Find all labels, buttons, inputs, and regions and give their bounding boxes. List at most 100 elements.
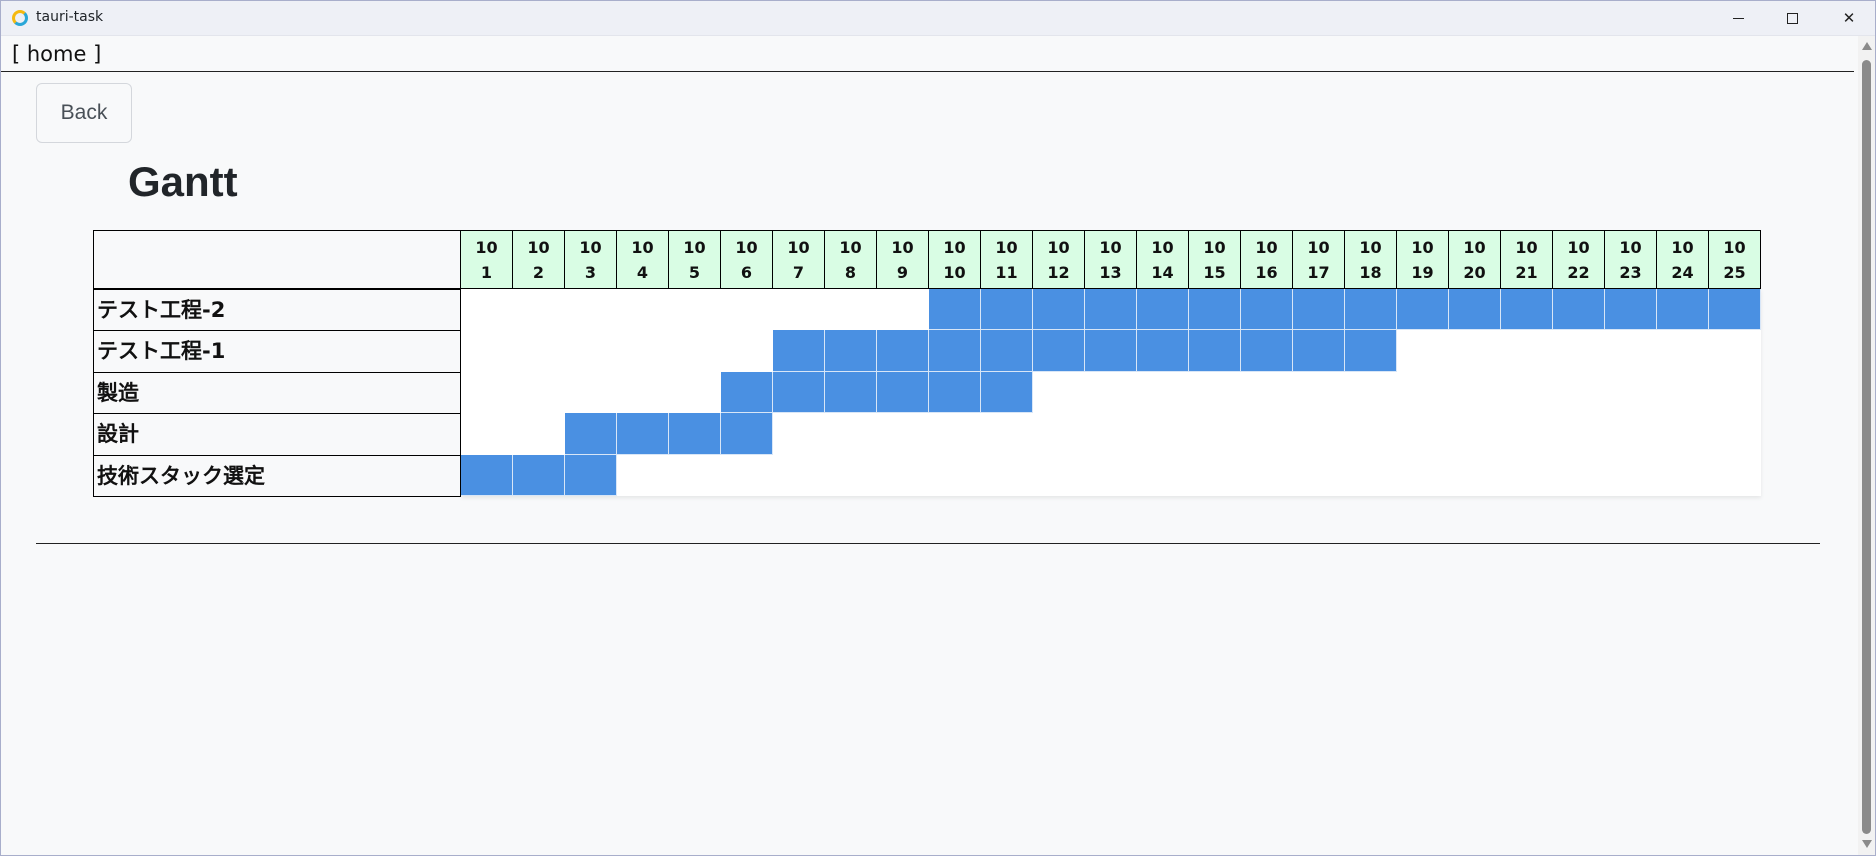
date-header-day: 10 bbox=[943, 263, 966, 282]
date-header-day: 22 bbox=[1567, 263, 1590, 282]
date-header-cell: 10 19 bbox=[1396, 230, 1449, 289]
date-header-month: 10 bbox=[631, 238, 654, 257]
date-header-month: 10 bbox=[1047, 238, 1070, 257]
date-header-month: 10 bbox=[1567, 238, 1590, 257]
date-header-cell: 10 18 bbox=[1344, 230, 1397, 289]
date-header-cell: 10 8 bbox=[824, 230, 877, 289]
date-header-month: 10 bbox=[1619, 238, 1642, 257]
date-header-day: 2 bbox=[532, 263, 545, 282]
date-header-cell: 10 13 bbox=[1084, 230, 1137, 289]
date-header-day: 25 bbox=[1723, 263, 1746, 282]
gantt-bar-cell bbox=[825, 371, 877, 414]
date-header-day: 15 bbox=[1203, 263, 1226, 282]
gantt-bar-cell bbox=[1553, 289, 1605, 331]
date-header-month: 10 bbox=[839, 238, 862, 257]
date-header-month: 10 bbox=[1515, 238, 1538, 257]
gantt-bar-cell bbox=[1189, 330, 1241, 372]
date-header-cell: 10 10 bbox=[928, 230, 981, 289]
gantt-bar-cell bbox=[1033, 289, 1085, 331]
app-icon bbox=[12, 10, 28, 26]
date-header-cell: 10 24 bbox=[1656, 230, 1709, 289]
gantt-bar-cell bbox=[877, 330, 929, 372]
gantt-bar-cell bbox=[1605, 289, 1657, 331]
date-header-day: 9 bbox=[896, 263, 909, 282]
date-header-month: 10 bbox=[787, 238, 810, 257]
date-header-month: 10 bbox=[943, 238, 966, 257]
date-header-month: 10 bbox=[475, 238, 498, 257]
date-header-cell: 10 23 bbox=[1604, 230, 1657, 289]
gantt-bar-cell bbox=[461, 454, 513, 496]
gantt-bar-cell bbox=[1241, 289, 1293, 331]
vertical-scrollbar[interactable] bbox=[1858, 36, 1876, 856]
nav-divider bbox=[0, 71, 1854, 72]
task-row-label: テスト工程-1 bbox=[93, 330, 461, 373]
gantt-bar-cell bbox=[981, 371, 1033, 414]
date-header-cell: 10 11 bbox=[980, 230, 1033, 289]
maximize-icon bbox=[1786, 12, 1798, 24]
date-header-cell: 10 2 bbox=[512, 230, 565, 289]
date-header-month: 10 bbox=[1307, 238, 1330, 257]
date-header-day: 12 bbox=[1047, 263, 1070, 282]
gantt-bar-cell bbox=[1449, 289, 1501, 331]
scroll-down-arrow-icon[interactable] bbox=[1862, 840, 1872, 848]
window-title: tauri-task bbox=[36, 9, 104, 25]
date-header-day: 13 bbox=[1099, 263, 1122, 282]
date-header-day: 23 bbox=[1619, 263, 1642, 282]
date-header-cell: 10 5 bbox=[668, 230, 721, 289]
date-header-month: 10 bbox=[1463, 238, 1486, 257]
date-header-month: 10 bbox=[1099, 238, 1122, 257]
close-button[interactable]: ✕ bbox=[1822, 0, 1876, 36]
date-header-day: 5 bbox=[688, 263, 701, 282]
date-header-cell: 10 3 bbox=[564, 230, 617, 289]
gantt-bar-area bbox=[461, 289, 1761, 496]
date-header-cell: 10 15 bbox=[1188, 230, 1241, 289]
date-header-day: 7 bbox=[792, 263, 805, 282]
page-title: Gantt bbox=[128, 158, 238, 205]
date-header-day: 20 bbox=[1463, 263, 1486, 282]
gantt-bar-cell bbox=[1033, 330, 1085, 372]
bottom-divider bbox=[36, 543, 1820, 544]
gantt-bar-cell bbox=[721, 371, 773, 414]
date-header-day: 17 bbox=[1307, 263, 1330, 282]
home-link[interactable]: [ home ] bbox=[12, 42, 102, 66]
date-header-day: 3 bbox=[584, 263, 597, 282]
date-header-day: 8 bbox=[844, 263, 857, 282]
date-header-month: 10 bbox=[1255, 238, 1278, 257]
back-button[interactable]: Back bbox=[36, 83, 132, 143]
gantt-bar-cell bbox=[981, 289, 1033, 331]
gantt-bar-cell bbox=[669, 413, 721, 455]
gantt-bar-cell bbox=[1241, 330, 1293, 372]
date-header-cell: 10 7 bbox=[772, 230, 825, 289]
date-header-cell: 10 25 bbox=[1708, 230, 1761, 289]
date-header-cell: 10 22 bbox=[1552, 230, 1605, 289]
gantt-bar-cell bbox=[1293, 289, 1345, 331]
date-header-cell: 10 17 bbox=[1292, 230, 1345, 289]
date-header-day: 4 bbox=[636, 263, 649, 282]
scroll-thumb[interactable] bbox=[1862, 60, 1871, 834]
minimize-button[interactable] bbox=[1711, 0, 1765, 36]
gantt-bar-cell bbox=[981, 330, 1033, 372]
gantt-bar-cell bbox=[1137, 330, 1189, 372]
gantt-bar-cell bbox=[1657, 289, 1709, 331]
scroll-up-arrow-icon[interactable] bbox=[1862, 42, 1872, 50]
date-header-cell: 10 16 bbox=[1240, 230, 1293, 289]
date-header-cell: 10 6 bbox=[720, 230, 773, 289]
gantt-bar-cell bbox=[1397, 289, 1449, 331]
date-header-day: 14 bbox=[1151, 263, 1174, 282]
gantt-bar-cell bbox=[617, 413, 669, 455]
task-row-label: 技術スタック選定 bbox=[93, 454, 461, 497]
date-header-month: 10 bbox=[735, 238, 758, 257]
gantt-bar-cell bbox=[773, 371, 825, 414]
gantt-bar-cell bbox=[929, 330, 981, 372]
date-header-cell: 10 9 bbox=[876, 230, 929, 289]
date-header-day: 24 bbox=[1671, 263, 1694, 282]
gantt-corner-cell bbox=[93, 230, 461, 289]
gantt-bar-cell bbox=[877, 371, 929, 414]
date-header-cell: 10 20 bbox=[1448, 230, 1501, 289]
date-header-cell: 10 1 bbox=[460, 230, 513, 289]
gantt-bar-cell bbox=[513, 454, 565, 496]
gantt-bar-cell bbox=[1709, 289, 1761, 331]
date-header-month: 10 bbox=[1671, 238, 1694, 257]
maximize-button[interactable] bbox=[1765, 0, 1819, 36]
minimize-icon bbox=[1732, 17, 1744, 19]
